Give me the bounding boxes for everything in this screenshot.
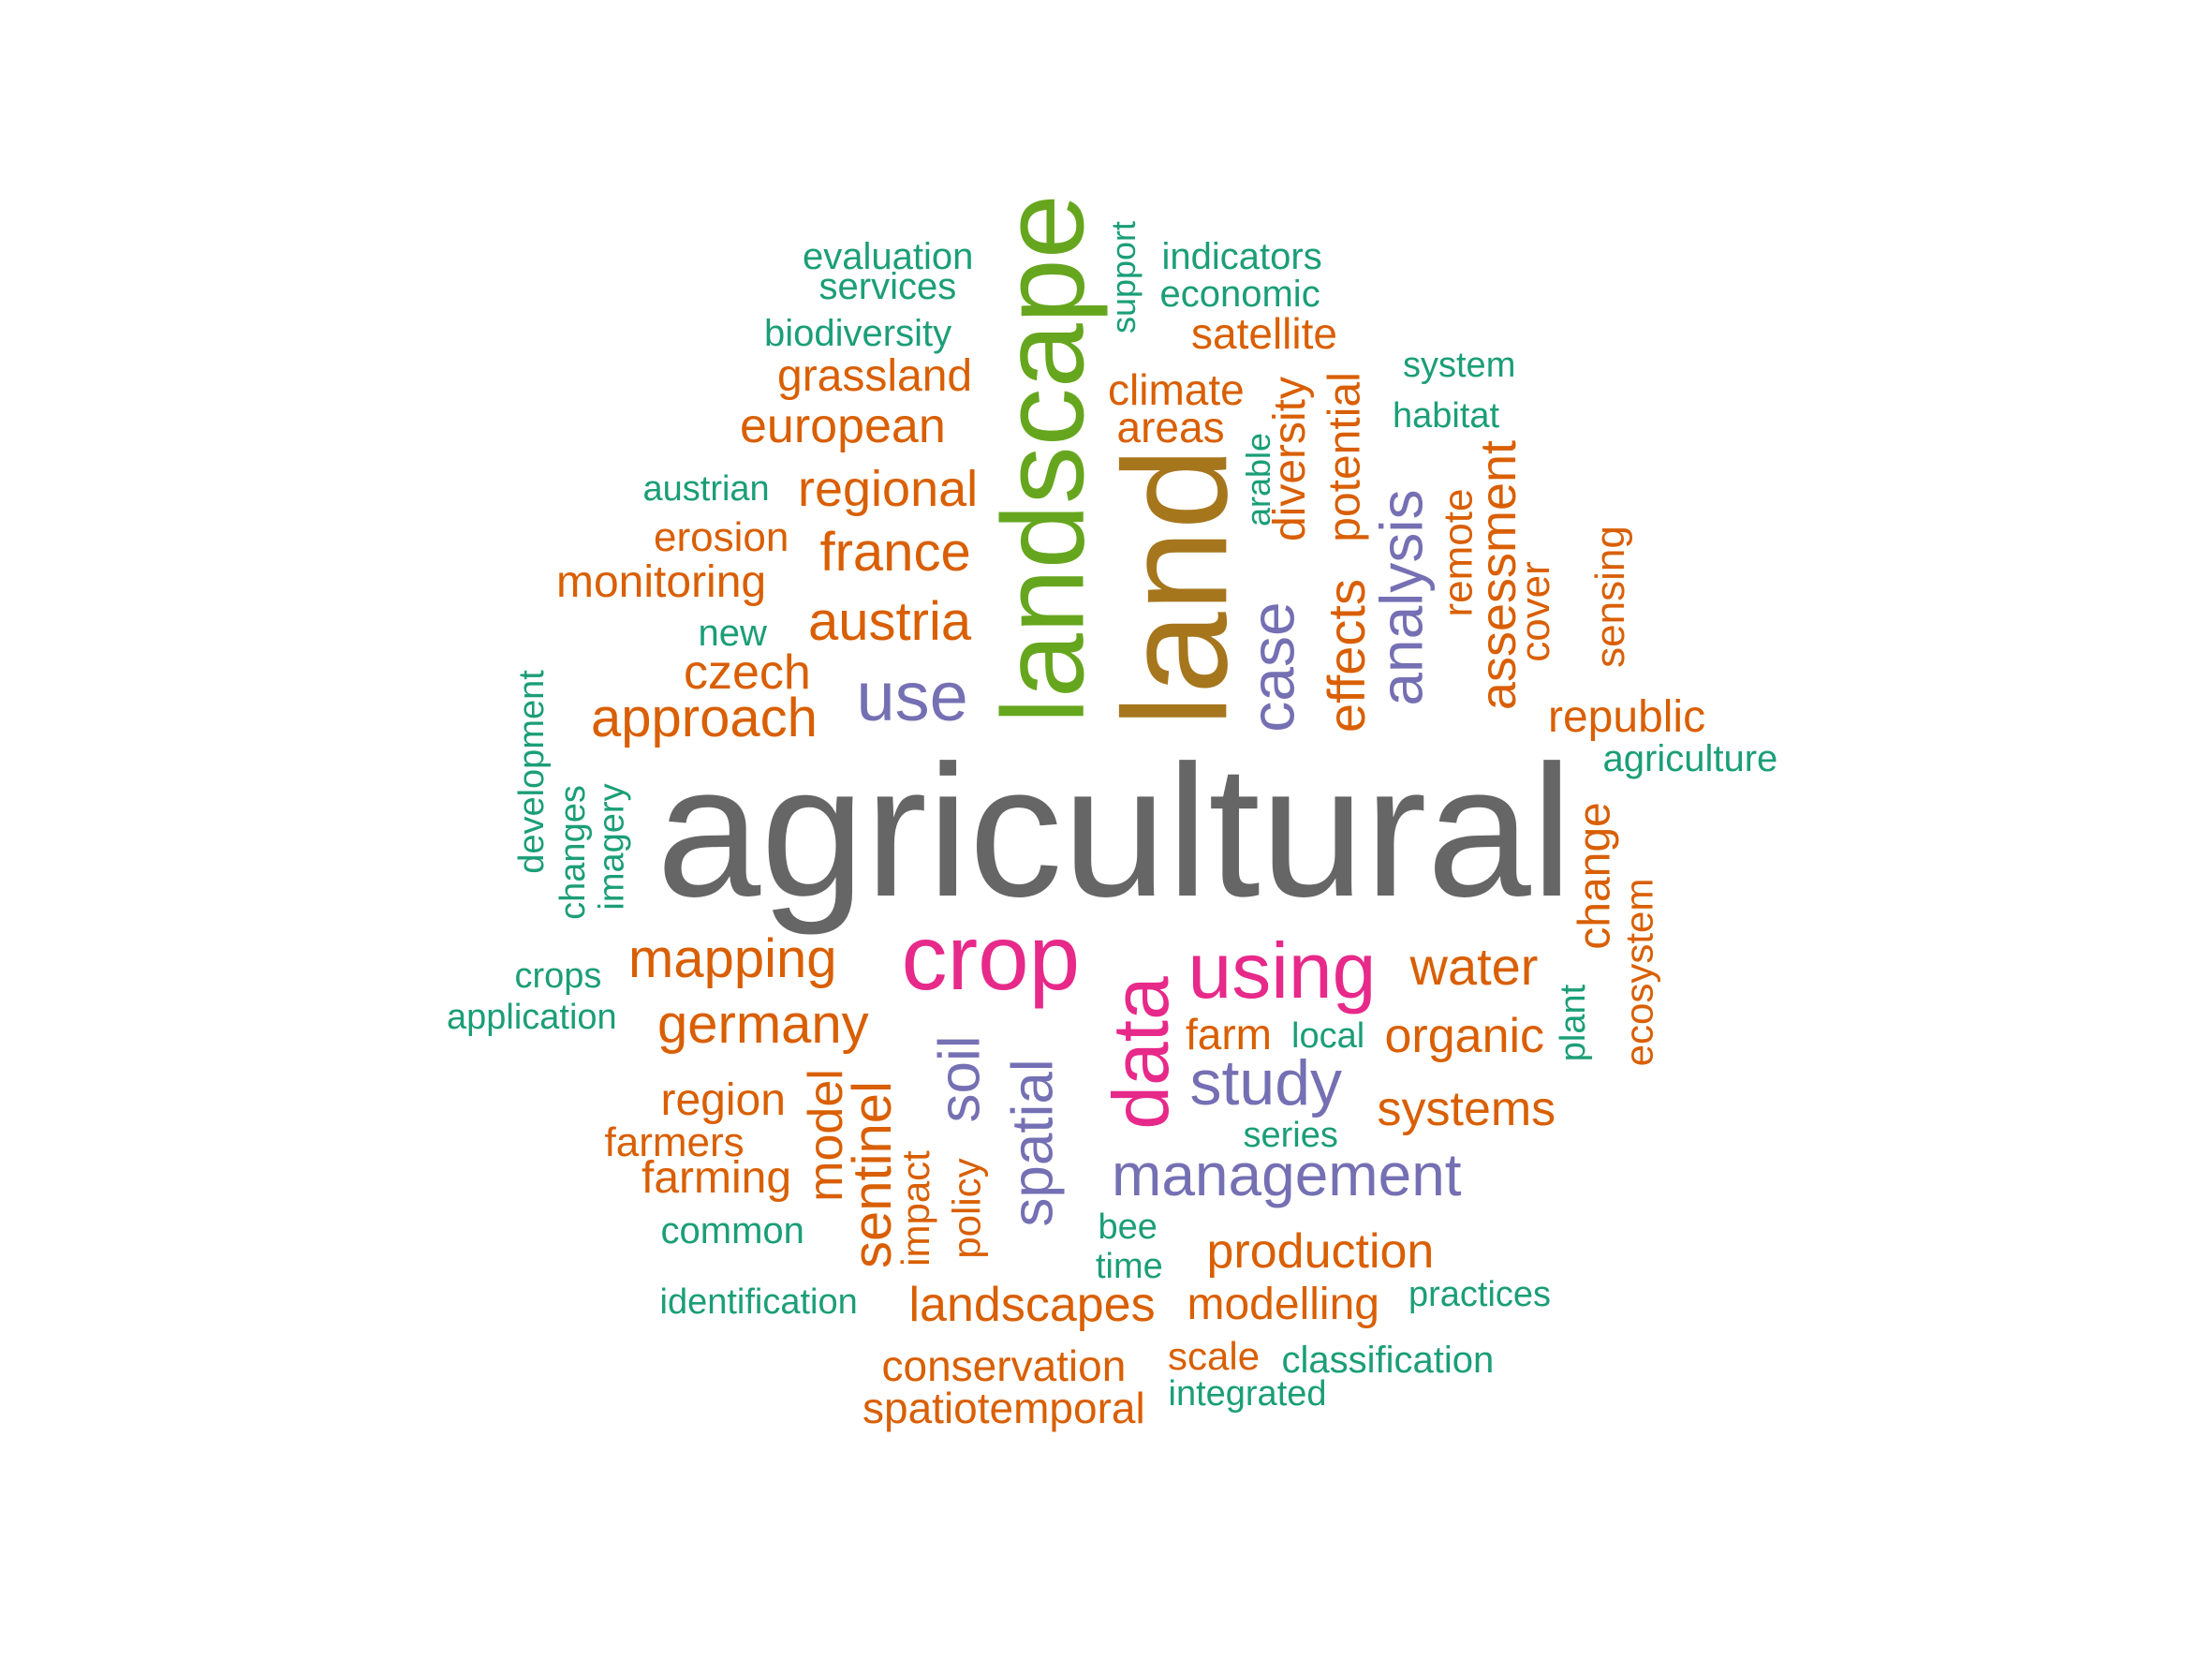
word-austria: austria xyxy=(808,591,972,652)
word-ecosystem: ecosystem xyxy=(1615,878,1660,1067)
word-organic: organic xyxy=(1384,1009,1545,1063)
word-change: change xyxy=(1570,802,1620,950)
word-austrian: austrian xyxy=(642,469,770,509)
word-climate: climate xyxy=(1108,365,1245,414)
word-erosion: erosion xyxy=(654,514,789,560)
word-biodiversity: biodiversity xyxy=(764,313,952,354)
word-imagery: imagery xyxy=(592,783,632,911)
word-development: development xyxy=(511,670,552,874)
word-identification: identification xyxy=(659,1282,858,1322)
word-cover: cover xyxy=(1512,561,1558,662)
word-european: european xyxy=(740,399,946,453)
word-grassland: grassland xyxy=(777,351,973,401)
word-crop: crop xyxy=(901,906,1081,1009)
word-landscapes: landscapes xyxy=(908,1278,1156,1332)
word-production: production xyxy=(1206,1224,1435,1279)
word-soil: soil xyxy=(927,1035,993,1123)
word-common: common xyxy=(660,1210,804,1252)
word-conservation: conservation xyxy=(881,1341,1127,1390)
word-sentinel: sentinel xyxy=(841,1081,903,1268)
word-germany: germany xyxy=(657,994,869,1055)
word-spatial: spatial xyxy=(1000,1059,1066,1227)
word-habitat: habitat xyxy=(1393,396,1500,436)
word-republic: republic xyxy=(1548,692,1706,742)
word-czech: czech xyxy=(684,645,811,700)
word-satellite: satellite xyxy=(1191,309,1337,358)
word-regional: regional xyxy=(798,461,979,517)
word-case: case xyxy=(1237,601,1307,733)
word-support: support xyxy=(1104,220,1143,334)
word-plant: plant xyxy=(1554,984,1594,1062)
word-water: water xyxy=(1409,937,1539,996)
word-crops: crops xyxy=(514,956,602,996)
word-bee: bee xyxy=(1098,1207,1158,1247)
word-modelling: modelling xyxy=(1187,1280,1379,1329)
word-new: new xyxy=(698,613,767,654)
word-local: local xyxy=(1291,1016,1365,1056)
word-monitoring: monitoring xyxy=(556,557,767,607)
word-management: management xyxy=(1112,1141,1462,1208)
word-impact: impact xyxy=(892,1150,937,1266)
word-system: system xyxy=(1403,346,1516,385)
word-farmers: farmers xyxy=(604,1119,745,1165)
word-agriculture: agriculture xyxy=(1602,738,1778,779)
word-indicators: indicators xyxy=(1161,236,1322,277)
word-farming: farming xyxy=(641,1153,792,1203)
word-practices: practices xyxy=(1408,1275,1552,1314)
word-integrated: integrated xyxy=(1168,1374,1327,1414)
word-farm: farm xyxy=(1186,1010,1272,1059)
word-land: land xyxy=(1092,447,1258,728)
word-spatiotemporal: spatiotemporal xyxy=(863,1384,1145,1432)
word-data: data xyxy=(1096,976,1185,1130)
word-time: time xyxy=(1096,1247,1163,1286)
word-potential: potential xyxy=(1320,372,1370,542)
word-areas: areas xyxy=(1116,403,1225,452)
word-using: using xyxy=(1187,926,1377,1015)
word-evaluation: evaluation xyxy=(803,236,974,277)
word-mapping: mapping xyxy=(628,928,837,989)
word-services: services xyxy=(818,266,957,307)
word-policy: policy xyxy=(944,1158,989,1259)
word-changes: changes xyxy=(553,785,593,920)
word-sensing: sensing xyxy=(1586,526,1633,668)
word-study: study xyxy=(1189,1047,1343,1118)
word-france: france xyxy=(819,522,971,583)
word-agricultural: agricultural xyxy=(656,727,1573,936)
word-economic: economic xyxy=(1159,274,1320,315)
word-region: region xyxy=(660,1075,786,1125)
word-effects: effects xyxy=(1316,579,1376,733)
word-scale: scale xyxy=(1168,1334,1261,1378)
word-systems: systems xyxy=(1377,1082,1556,1136)
word-arable: arable xyxy=(1239,432,1278,527)
word-series: series xyxy=(1243,1116,1338,1155)
word-approach: approach xyxy=(591,688,818,748)
word-landscape: landscape xyxy=(979,194,1109,724)
word-remote: remote xyxy=(1434,488,1481,617)
word-analysis: analysis xyxy=(1367,489,1436,706)
word-application: application xyxy=(447,998,617,1037)
word-classification: classification xyxy=(1281,1340,1495,1381)
word-use: use xyxy=(856,658,968,735)
